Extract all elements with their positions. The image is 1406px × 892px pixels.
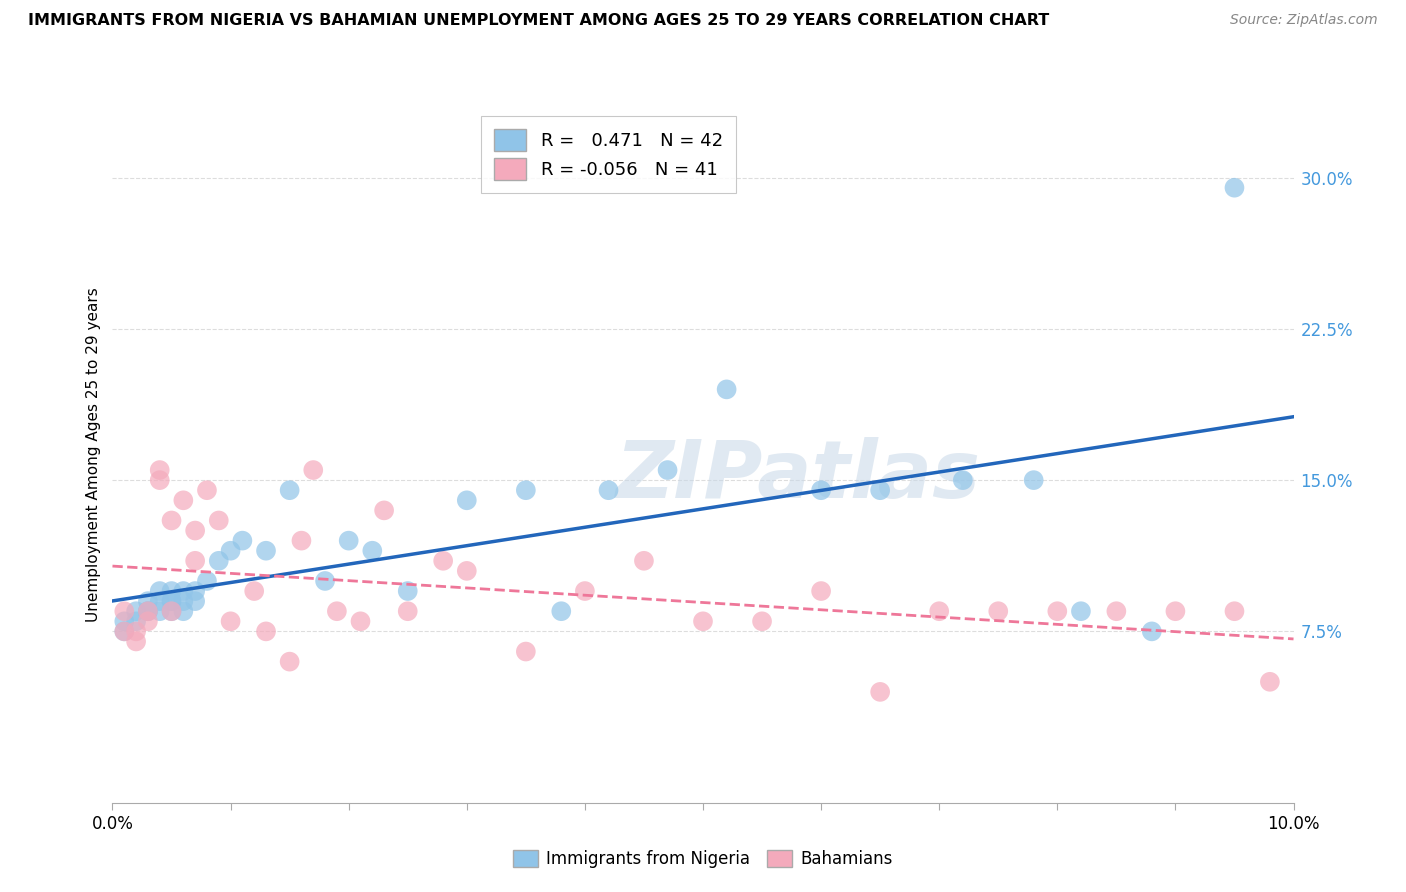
Legend: R =   0.471   N = 42, R = -0.056   N = 41: R = 0.471 N = 42, R = -0.056 N = 41: [481, 116, 735, 193]
Point: [184, 594, 207, 608]
Point: [195, 574, 218, 588]
Point: [136, 594, 159, 608]
Point: [716, 383, 738, 397]
Point: [184, 584, 207, 599]
Point: [1070, 604, 1092, 618]
Point: [160, 584, 183, 599]
Point: [160, 513, 183, 527]
Point: [136, 604, 159, 618]
Point: [751, 615, 773, 629]
Point: [149, 473, 172, 487]
Point: [160, 604, 183, 618]
Point: [361, 543, 384, 558]
Point: [869, 685, 891, 699]
Text: IMMIGRANTS FROM NIGERIA VS BAHAMIAN UNEMPLOYMENT AMONG AGES 25 TO 29 YEARS CORRE: IMMIGRANTS FROM NIGERIA VS BAHAMIAN UNEM…: [28, 13, 1049, 29]
Point: [373, 503, 395, 517]
Point: [290, 533, 312, 548]
Point: [278, 655, 301, 669]
Point: [515, 644, 537, 658]
Point: [633, 554, 655, 568]
Legend: Immigrants from Nigeria, Bahamians: Immigrants from Nigeria, Bahamians: [506, 843, 900, 875]
Point: [432, 554, 454, 568]
Point: [219, 615, 242, 629]
Point: [337, 533, 360, 548]
Point: [219, 543, 242, 558]
Point: [254, 624, 277, 639]
Point: [657, 463, 679, 477]
Point: [810, 584, 832, 599]
Point: [598, 483, 620, 498]
Point: [278, 483, 301, 498]
Point: [160, 594, 183, 608]
Point: [456, 564, 478, 578]
Text: Source: ZipAtlas.com: Source: ZipAtlas.com: [1230, 13, 1378, 28]
Point: [1258, 674, 1281, 689]
Point: [349, 615, 371, 629]
Point: [208, 513, 231, 527]
Point: [456, 493, 478, 508]
Point: [149, 463, 172, 477]
Point: [184, 524, 207, 538]
Point: [195, 483, 218, 498]
Point: [987, 604, 1010, 618]
Point: [515, 483, 537, 498]
Point: [692, 615, 714, 629]
Point: [125, 624, 148, 639]
Point: [1164, 604, 1187, 618]
Point: [112, 624, 135, 639]
Point: [136, 604, 159, 618]
Point: [1223, 180, 1246, 194]
Point: [184, 554, 207, 568]
Point: [396, 584, 419, 599]
Point: [1140, 624, 1163, 639]
Y-axis label: Unemployment Among Ages 25 to 29 years: Unemployment Among Ages 25 to 29 years: [86, 287, 101, 623]
Point: [125, 615, 148, 629]
Point: [314, 574, 336, 588]
Point: [149, 584, 172, 599]
Point: [574, 584, 596, 599]
Point: [550, 604, 572, 618]
Point: [172, 493, 194, 508]
Point: [160, 604, 183, 618]
Point: [810, 483, 832, 498]
Point: [243, 584, 266, 599]
Point: [231, 533, 253, 548]
Point: [172, 604, 194, 618]
Point: [302, 463, 325, 477]
Point: [326, 604, 349, 618]
Point: [1022, 473, 1045, 487]
Point: [149, 594, 172, 608]
Point: [136, 604, 159, 618]
Point: [112, 615, 135, 629]
Point: [396, 604, 419, 618]
Point: [928, 604, 950, 618]
Text: ZIPatlas: ZIPatlas: [614, 437, 980, 515]
Point: [1223, 604, 1246, 618]
Point: [1046, 604, 1069, 618]
Point: [172, 594, 194, 608]
Point: [869, 483, 891, 498]
Point: [136, 615, 159, 629]
Point: [952, 473, 974, 487]
Point: [112, 624, 135, 639]
Point: [149, 604, 172, 618]
Point: [172, 584, 194, 599]
Point: [112, 604, 135, 618]
Point: [125, 604, 148, 618]
Point: [254, 543, 277, 558]
Point: [208, 554, 231, 568]
Point: [160, 594, 183, 608]
Point: [1105, 604, 1128, 618]
Point: [125, 634, 148, 648]
